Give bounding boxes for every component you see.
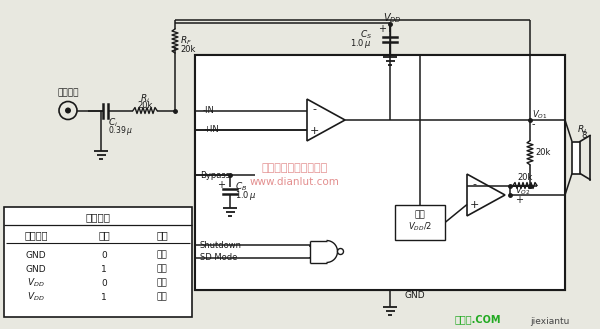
Text: www.dianlut.com: www.dianlut.com bbox=[250, 177, 340, 187]
Text: GND: GND bbox=[26, 265, 46, 273]
Text: 8: 8 bbox=[581, 131, 586, 140]
Text: 接通: 接通 bbox=[157, 279, 167, 288]
Text: +: + bbox=[378, 24, 386, 34]
Text: $R_F$: $R_F$ bbox=[180, 35, 192, 47]
Text: $C_B$: $C_B$ bbox=[235, 181, 247, 193]
Text: GND: GND bbox=[26, 250, 46, 260]
Text: GND: GND bbox=[404, 291, 425, 299]
Circle shape bbox=[337, 248, 343, 255]
Bar bbox=[195, 55, 565, 290]
Text: $V_{O1}$: $V_{O1}$ bbox=[532, 109, 547, 121]
Text: $R_L$: $R_L$ bbox=[577, 123, 589, 136]
Bar bbox=[572, 141, 580, 173]
Circle shape bbox=[65, 108, 71, 114]
Text: $V_{DD}$: $V_{DD}$ bbox=[383, 11, 401, 25]
Text: $0.39\,\mu$: $0.39\,\mu$ bbox=[108, 124, 133, 137]
Text: +: + bbox=[469, 200, 479, 211]
Text: -: - bbox=[532, 119, 536, 129]
Text: 关断控制: 关断控制 bbox=[86, 212, 110, 222]
Text: $V_{DD}$: $V_{DD}$ bbox=[27, 277, 45, 289]
Text: 音频输入: 音频输入 bbox=[57, 88, 79, 97]
Text: $R_i$: $R_i$ bbox=[140, 92, 150, 105]
Text: 杭州路由创技有限公司: 杭州路由创技有限公司 bbox=[262, 163, 328, 173]
Bar bbox=[195, 55, 565, 290]
Text: 关断: 关断 bbox=[157, 250, 167, 260]
Text: +IN: +IN bbox=[203, 125, 219, 134]
Text: 接通: 接通 bbox=[157, 265, 167, 273]
Text: +: + bbox=[310, 125, 319, 136]
Text: $V_{DD}/2$: $V_{DD}/2$ bbox=[408, 221, 432, 233]
Text: 20k: 20k bbox=[137, 101, 152, 110]
Text: 0: 0 bbox=[101, 250, 107, 260]
Text: 状态: 状态 bbox=[156, 230, 168, 240]
Text: +: + bbox=[217, 180, 225, 190]
Text: Bypass: Bypass bbox=[200, 170, 230, 180]
Text: $V_{DD}$: $V_{DD}$ bbox=[27, 291, 45, 303]
Text: $C_i$: $C_i$ bbox=[108, 116, 118, 129]
Text: 1: 1 bbox=[101, 265, 107, 273]
Text: -IN: -IN bbox=[203, 106, 215, 115]
Text: 20k: 20k bbox=[180, 45, 196, 55]
Text: -: - bbox=[472, 180, 476, 190]
Text: 偏置: 偏置 bbox=[415, 211, 425, 219]
Text: 关断模式: 关断模式 bbox=[24, 230, 48, 240]
Text: -: - bbox=[312, 105, 316, 114]
Text: $V_{O2}$: $V_{O2}$ bbox=[515, 185, 530, 197]
Text: 关断: 关断 bbox=[98, 230, 110, 240]
Text: 20k: 20k bbox=[535, 148, 550, 157]
Text: +: + bbox=[515, 195, 523, 205]
Text: SD Mode: SD Mode bbox=[200, 254, 238, 263]
Text: $1.0\,\mu$: $1.0\,\mu$ bbox=[350, 37, 372, 49]
Text: 关断: 关断 bbox=[157, 292, 167, 301]
Text: 接线图.COM: 接线图.COM bbox=[455, 314, 502, 324]
Text: jiexiantu: jiexiantu bbox=[530, 317, 569, 326]
Bar bbox=[4, 207, 192, 317]
Text: $1.0\,\mu$: $1.0\,\mu$ bbox=[235, 189, 257, 201]
Text: Shutdown: Shutdown bbox=[200, 240, 242, 249]
Text: 0: 0 bbox=[101, 279, 107, 288]
Bar bbox=[395, 205, 445, 240]
Text: $C_S$: $C_S$ bbox=[360, 29, 372, 41]
Text: 20k: 20k bbox=[517, 173, 533, 182]
Text: 1: 1 bbox=[101, 292, 107, 301]
